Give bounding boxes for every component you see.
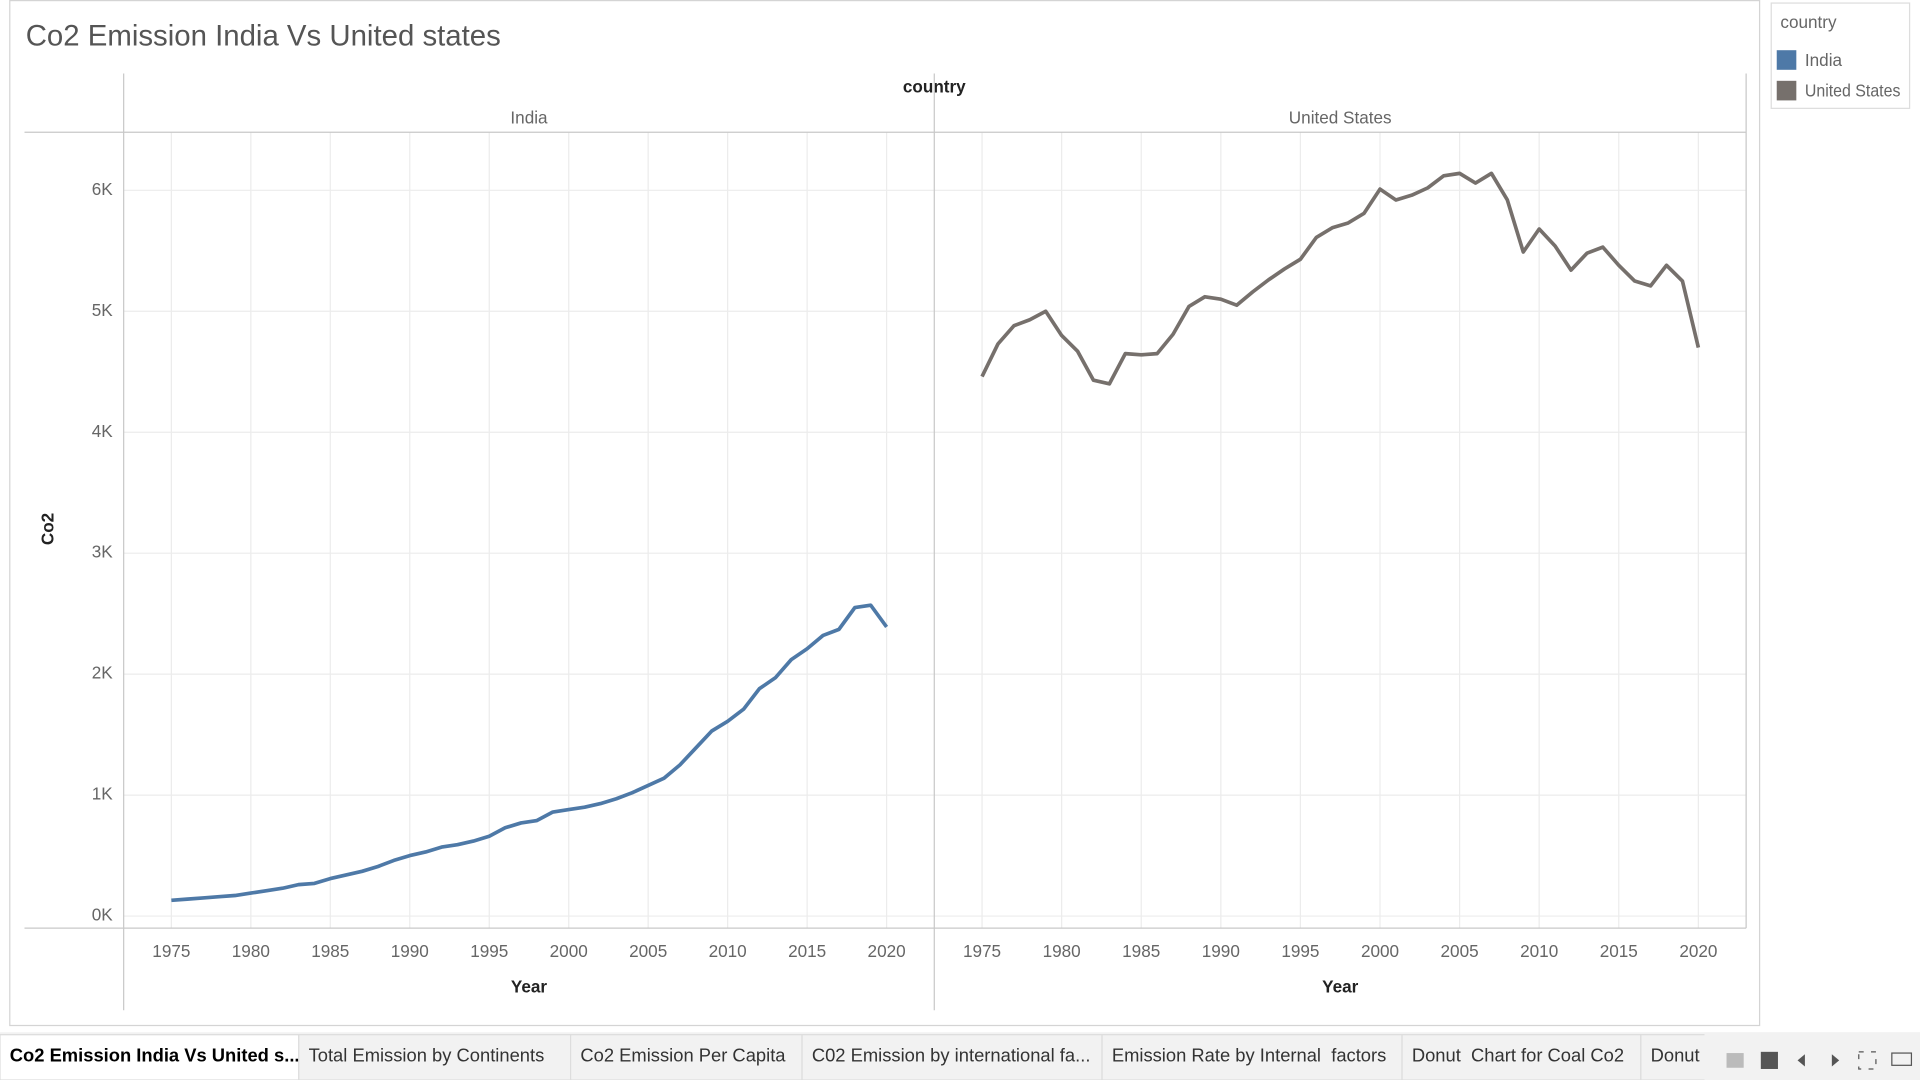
sheet-tab[interactable]: Donut — [1640, 1034, 1763, 1080]
x-tick-label: 2020 — [1679, 941, 1717, 961]
x-tick-label: 1980 — [232, 941, 270, 961]
y-tick-label: 5K — [92, 300, 114, 320]
y-tick-label: 4K — [92, 421, 114, 441]
tab-label[interactable]: Co2 Emission Per Capita — [580, 1045, 786, 1066]
tab-bar: Co2 Emission India Vs United s... Total E… — [0, 1032, 1920, 1080]
tab-bg[interactable] — [1640, 1034, 1763, 1080]
tab-bg[interactable] — [801, 1034, 1103, 1080]
icon-prev[interactable] — [1797, 1054, 1805, 1067]
x-tick-label: 1985 — [1122, 941, 1160, 961]
icon-single[interactable] — [1760, 1051, 1778, 1069]
x-tick-label: 2015 — [788, 941, 826, 961]
x-tick-label: 1975 — [152, 941, 190, 961]
y-tick-label: 1K — [92, 784, 114, 804]
legend-items: India United States — [1776, 50, 1901, 101]
icon-fullscreen[interactable] — [1858, 1051, 1877, 1070]
y-tick-label: 0K — [92, 905, 114, 925]
x-tick-label: 1995 — [470, 941, 508, 961]
tab-bg[interactable] — [1401, 1034, 1642, 1080]
x-tick-label: 2010 — [709, 941, 747, 961]
x-tick-label: 2000 — [550, 941, 588, 961]
tab-label[interactable]: Total Emission by Continents — [309, 1045, 545, 1066]
legend-swatch[interactable] — [1776, 50, 1797, 70]
y-tick-label: 6K — [92, 179, 114, 199]
x-tick-label: 2020 — [868, 941, 906, 961]
panel-header: United States — [1289, 107, 1392, 127]
sheet-tab[interactable]: Co2 Emission Per Capita — [570, 1034, 803, 1080]
sheet-title: Co2 Emission India Vs United states — [26, 20, 501, 53]
plot-area: 0K 1K 2K 3K 4K 5K 6K 1975 1980 1985 1990 1995 2000 20… — [24, 73, 1747, 1011]
tab-label[interactable]: Donut Chart for Coal Co2 — [1412, 1045, 1624, 1066]
x-tick-label: 2005 — [1441, 941, 1479, 961]
tabs: Co2 Emission India Vs United s... Total E… — [0, 1034, 1763, 1080]
panel-header: India — [510, 107, 548, 127]
sheet-tab[interactable]: Emission Rate by Internal factors — [1101, 1034, 1403, 1080]
sheet-tab[interactable]: Total Emission by Continents — [298, 1034, 572, 1080]
x-axis-title: Year — [511, 977, 548, 997]
tab-label[interactable]: Donut — [1651, 1045, 1700, 1066]
sheet-tab[interactable]: Donut Chart for Coal Co2 — [1401, 1034, 1642, 1080]
sheet-frame — [9, 0, 1761, 1027]
x-axis-title: Year — [1322, 977, 1359, 997]
x-tick-label: 1990 — [391, 941, 429, 961]
tab-bg[interactable] — [570, 1034, 803, 1080]
series-line — [980, 171, 1701, 386]
icon-filmstrip[interactable] — [1726, 1053, 1744, 1068]
x-tick-label: 1980 — [1043, 941, 1081, 961]
x-tick-label: 2010 — [1520, 941, 1558, 961]
legend-label[interactable]: India — [1805, 50, 1843, 70]
legend: country India United States — [1770, 2, 1911, 109]
series-line — [171, 603, 889, 903]
x-tick-label: 1990 — [1202, 941, 1240, 961]
x-tick-label: 2005 — [629, 941, 667, 961]
legend-swatch[interactable] — [1776, 80, 1797, 101]
tab-label[interactable]: Emission Rate by Internal factors — [1112, 1045, 1387, 1066]
y-tick-label: 2K — [92, 663, 114, 683]
y-axis-title: Co2 — [38, 513, 58, 545]
x-tick-label: 1995 — [1281, 941, 1319, 961]
x-tick-label: 1985 — [311, 941, 349, 961]
sheet-tab[interactable]: C02 Emission by international fa... — [801, 1034, 1103, 1080]
x-tick-label: 2000 — [1361, 941, 1399, 961]
tab-label[interactable]: Co2 Emission India Vs United s... — [10, 1045, 300, 1066]
x-tick-label: 2015 — [1600, 941, 1638, 961]
sheet-tab[interactable]: Co2 Emission India Vs United s... — [0, 1034, 300, 1080]
tab-bg[interactable] — [1101, 1034, 1403, 1080]
x-tick-label: 1975 — [963, 941, 1001, 961]
legend-title: country — [1780, 12, 1837, 32]
icon-next[interactable] — [1831, 1054, 1840, 1067]
tab-label[interactable]: C02 Emission by international fa... — [812, 1045, 1091, 1066]
icon-present[interactable] — [1891, 1052, 1913, 1066]
y-tick-label: 3K — [92, 542, 114, 562]
legend-label[interactable]: United States — [1805, 80, 1901, 100]
